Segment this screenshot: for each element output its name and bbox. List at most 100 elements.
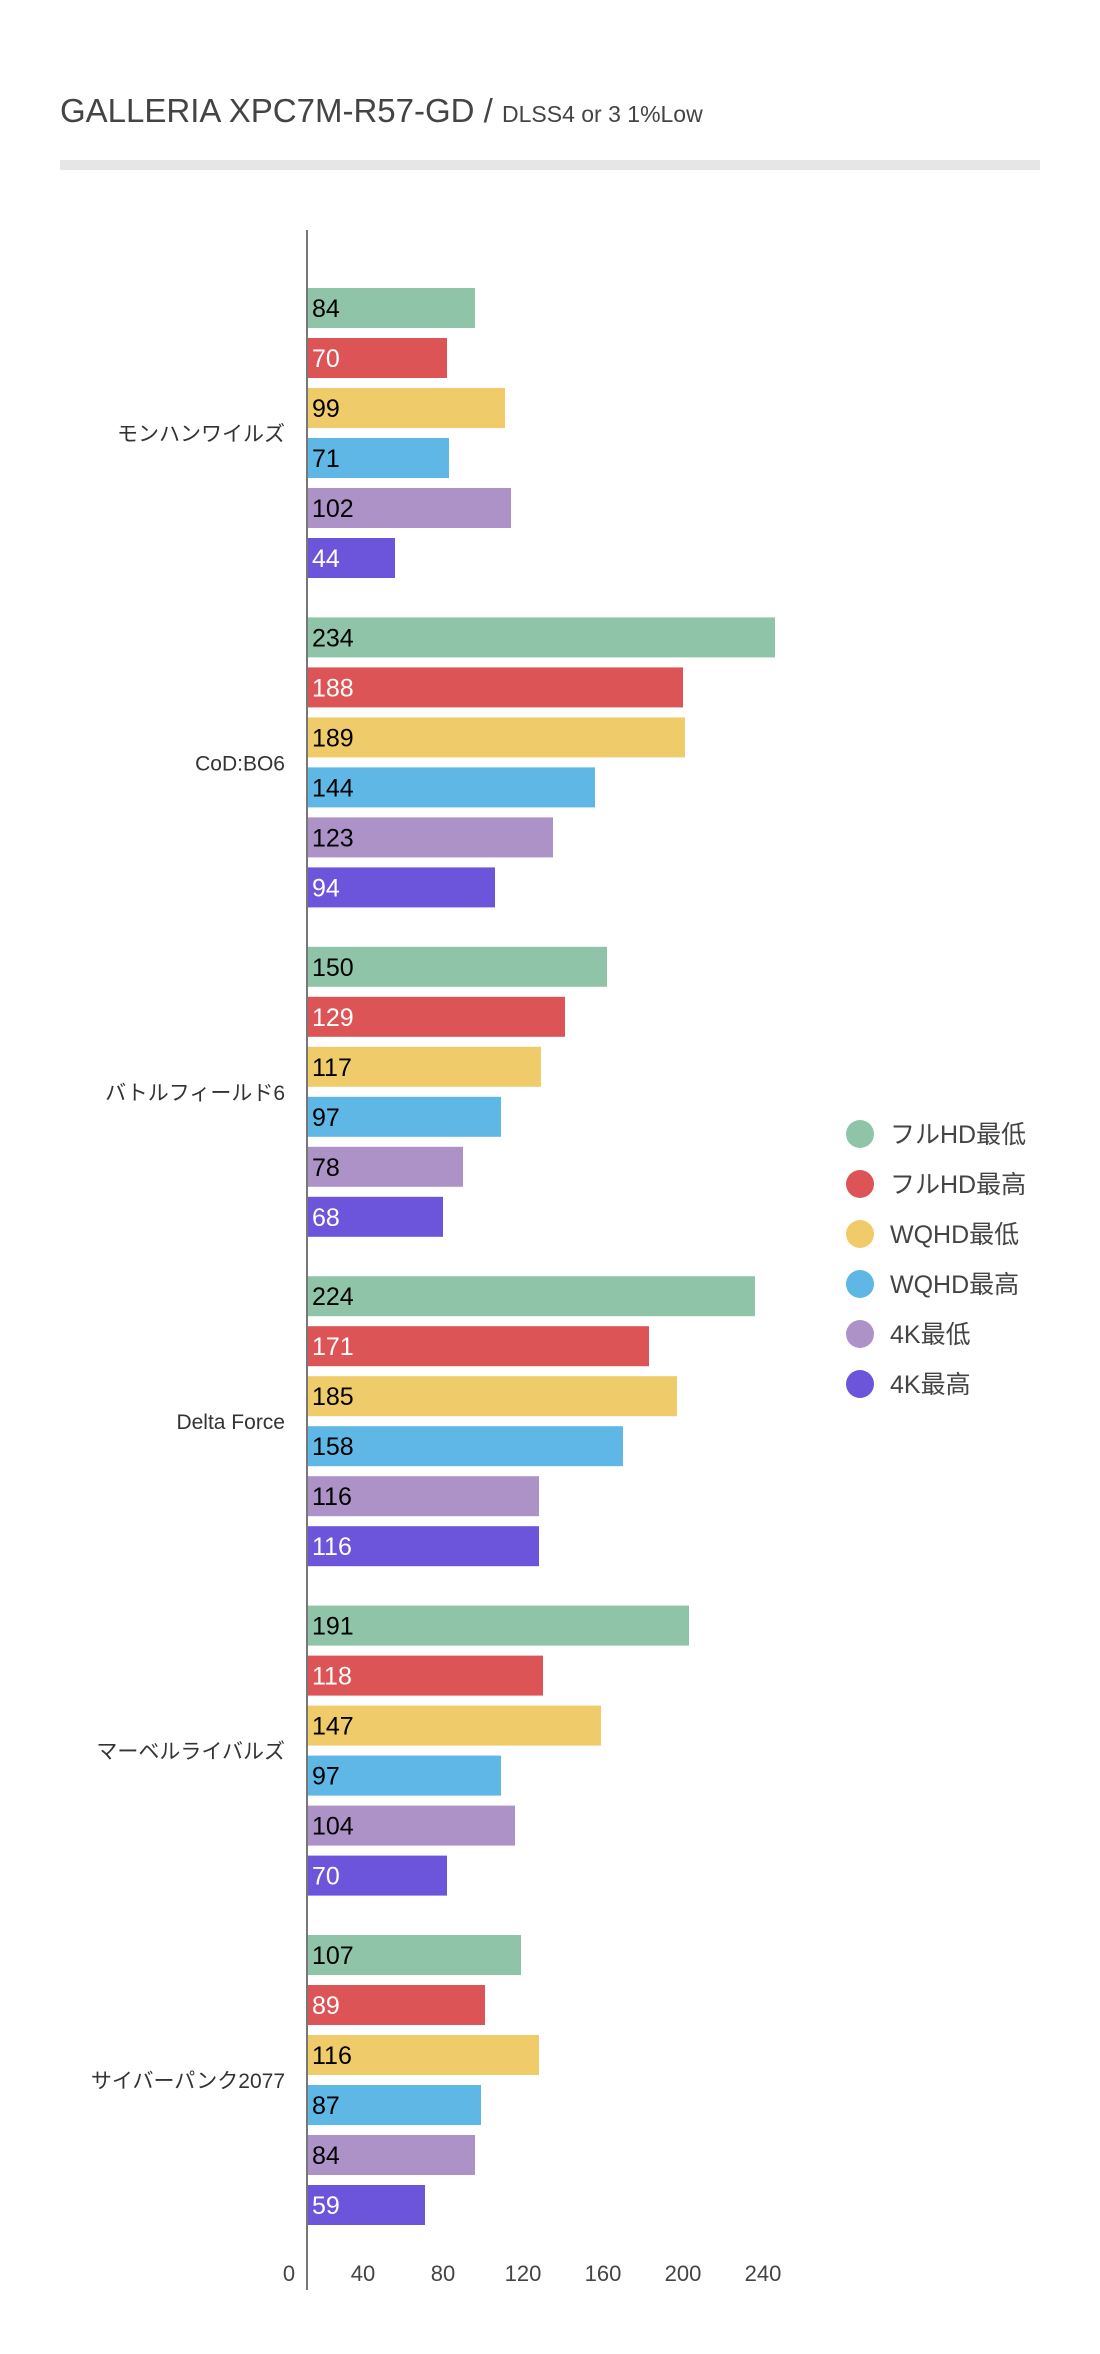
- category-label: モンハンワイルズ: [117, 423, 285, 446]
- bar: [307, 1376, 677, 1417]
- data-label: 116: [312, 1533, 352, 1561]
- data-label: 185: [312, 1383, 354, 1411]
- data-label: 70: [312, 1863, 340, 1891]
- data-label: 104: [312, 1813, 354, 1841]
- x-tick-label: 0: [283, 2261, 295, 2286]
- bar: [307, 1755, 501, 1796]
- bar: [307, 867, 495, 908]
- bar: [307, 1476, 539, 1517]
- data-label: 84: [312, 2142, 340, 2170]
- data-label: 224: [312, 1283, 354, 1311]
- data-label: 44: [312, 545, 340, 573]
- legend-label: フルHD最低: [890, 1121, 1026, 1149]
- bar: [307, 1605, 689, 1646]
- bar: [307, 1935, 521, 1975]
- data-label: 116: [312, 2042, 352, 2070]
- bar: [307, 2135, 475, 2175]
- title-subtitle: DLSS4 or 3 1%Low: [501, 101, 703, 127]
- data-label: 118: [312, 1663, 352, 1691]
- bar: [307, 1096, 501, 1137]
- data-label: 234: [312, 624, 354, 652]
- bar: [307, 617, 775, 658]
- data-label: 87: [312, 2092, 340, 2120]
- data-label: 70: [312, 345, 340, 373]
- data-label: 89: [312, 1992, 340, 2020]
- data-label: 123: [312, 824, 354, 852]
- bar: [307, 1276, 755, 1317]
- bar: [307, 1855, 447, 1896]
- data-label: 144: [312, 774, 354, 802]
- bar: [307, 1426, 623, 1467]
- data-label: 189: [312, 724, 354, 752]
- legend-marker: [846, 1120, 874, 1148]
- data-label: 191: [312, 1613, 354, 1641]
- bar: [307, 1526, 539, 1567]
- bar: [307, 1655, 543, 1696]
- data-label: 102: [312, 495, 354, 523]
- category-label: CoD:BO6: [195, 752, 285, 775]
- category-label: マーベルライバルズ: [96, 1741, 285, 1764]
- x-tick-label: 40: [351, 2261, 375, 2286]
- bar: [307, 1146, 463, 1187]
- bar: [307, 996, 565, 1037]
- data-label: 188: [312, 674, 354, 702]
- category-label: Delta Force: [176, 1411, 285, 1434]
- data-label: 99: [312, 395, 340, 423]
- bar: [307, 717, 685, 758]
- x-tick-label: 200: [665, 2261, 702, 2286]
- legend-label: WQHD最低: [890, 1221, 1019, 1249]
- data-label: 71: [312, 445, 340, 473]
- legend-label: 4K最低: [890, 1321, 971, 1349]
- bar: [307, 538, 395, 578]
- data-label: 94: [312, 874, 340, 902]
- data-label: 59: [312, 2192, 340, 2220]
- bar: [307, 288, 475, 328]
- legend-label: WQHD最高: [890, 1271, 1019, 1299]
- legend-marker: [846, 1370, 874, 1398]
- bar: [307, 2185, 425, 2225]
- x-tick-label: 240: [745, 2261, 782, 2286]
- legend-marker: [846, 1220, 874, 1248]
- bar: [307, 488, 511, 528]
- bar: [307, 2035, 539, 2075]
- bar: [307, 1805, 515, 1846]
- data-label: 147: [312, 1713, 354, 1741]
- bar: [307, 2085, 481, 2125]
- data-label: 158: [312, 1433, 354, 1461]
- title-main: GALLERIA XPC7M-R57-GD: [60, 92, 475, 129]
- data-label: 97: [312, 1104, 340, 1132]
- data-label: 116: [312, 1483, 352, 1511]
- data-label: 97: [312, 1763, 340, 1791]
- bar: [307, 946, 607, 987]
- title-divider: [60, 160, 1040, 170]
- legend-marker: [846, 1270, 874, 1298]
- bar: [307, 338, 447, 378]
- bar: [307, 1196, 443, 1237]
- data-label: 68: [312, 1204, 340, 1232]
- bar: [307, 667, 683, 708]
- bar: [307, 1705, 601, 1746]
- category-label: バトルフィールド6: [105, 1082, 285, 1105]
- bar: [307, 817, 553, 858]
- data-label: 129: [312, 1004, 354, 1032]
- bar: [307, 1046, 541, 1087]
- bar: [307, 388, 505, 428]
- bar: [307, 1326, 649, 1367]
- legend-label: 4K最高: [890, 1371, 971, 1399]
- chart-title: GALLERIA XPC7M-R57-GD / DLSS4 or 3 1%Low: [60, 92, 703, 130]
- legend-label: フルHD最高: [890, 1171, 1026, 1199]
- bar: [307, 1985, 485, 2025]
- data-label: 150: [312, 954, 354, 982]
- data-label: 78: [312, 1154, 340, 1182]
- data-label: 171: [312, 1333, 354, 1361]
- data-label: 107: [312, 1942, 354, 1970]
- bar: [307, 767, 595, 808]
- x-tick-label: 80: [431, 2261, 455, 2286]
- bar: [307, 438, 449, 478]
- title-separator: /: [483, 92, 493, 129]
- legend-marker: [846, 1320, 874, 1348]
- category-label: サイバーパンク2077: [91, 2070, 285, 2093]
- legend-marker: [846, 1170, 874, 1198]
- data-label: 84: [312, 295, 340, 323]
